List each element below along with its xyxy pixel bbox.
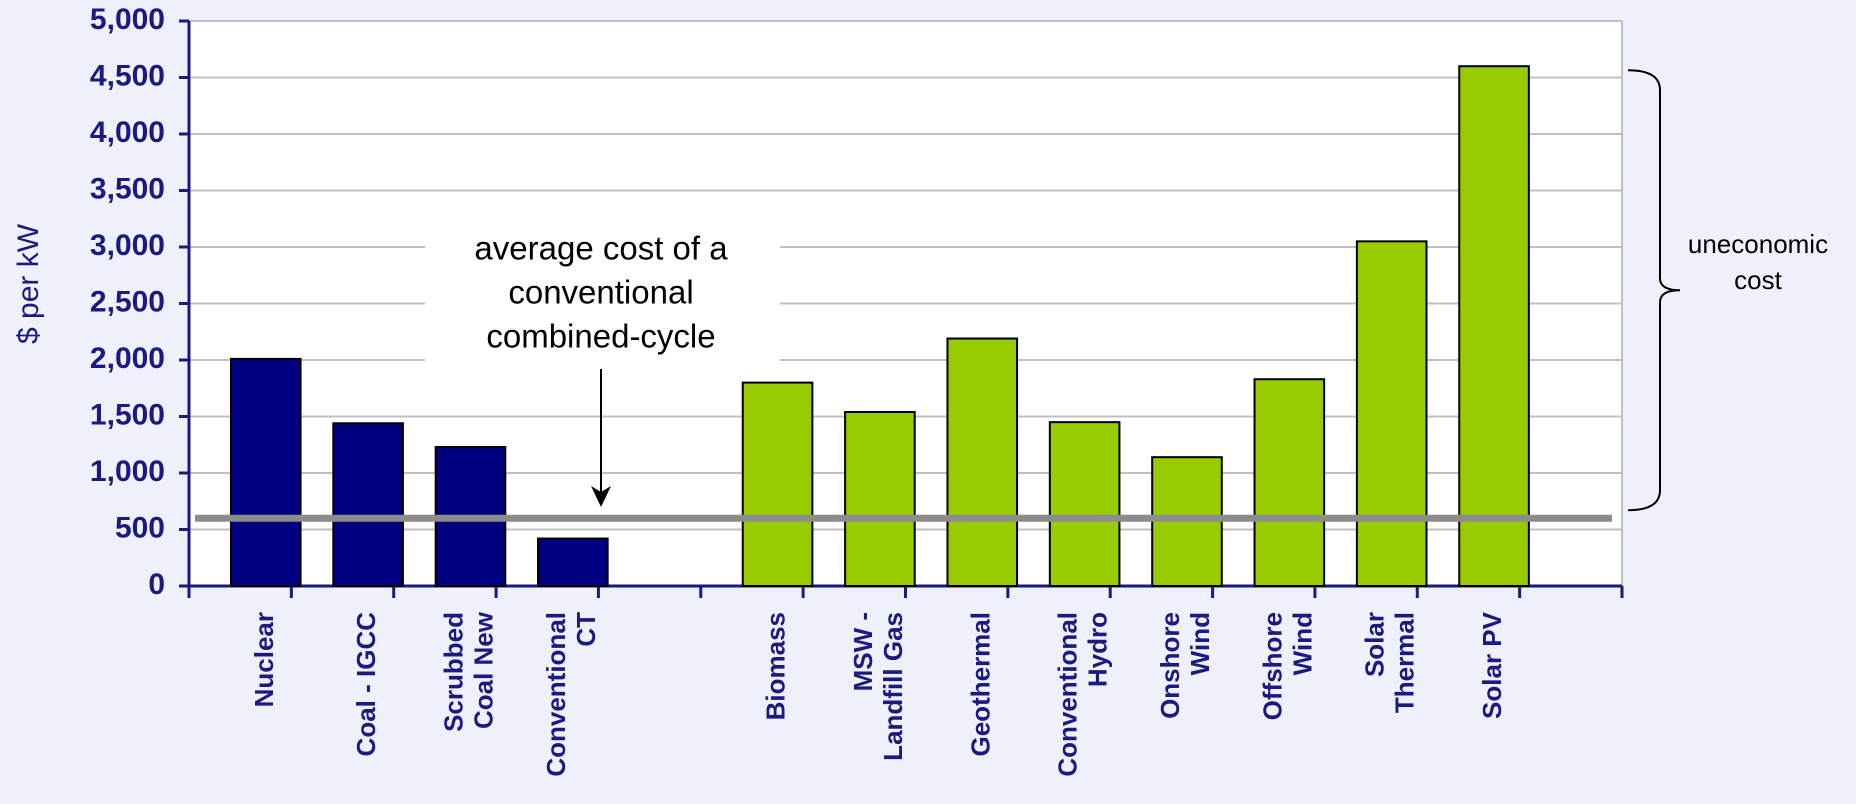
x-tick-label: Biomass: [760, 612, 790, 720]
arrow-head: [591, 486, 611, 507]
bar: [332, 422, 404, 587]
bracket-label: uneconomic: [1688, 229, 1828, 259]
y-tick-label: 4,500: [90, 59, 165, 92]
y-tick-label: 4,000: [90, 116, 165, 149]
annotation: average cost of a: [474, 230, 728, 267]
x-tick-label: Geothermal: [965, 612, 995, 757]
annotation: combined-cycle: [486, 318, 715, 355]
x-tick-label: OnshoreWind: [1155, 612, 1215, 719]
y-tick-label: 3,000: [90, 229, 165, 262]
x-tick-label: ConventionalCT: [541, 612, 601, 777]
y-tick-label: 2,500: [90, 285, 165, 318]
annotation: conventional: [508, 274, 693, 311]
x-tick-label: Coal - IGCC: [351, 612, 381, 757]
x-tick-label: OffshoreWind: [1257, 612, 1317, 720]
bracket: [1627, 69, 1681, 512]
bar: [741, 381, 814, 587]
x-tick-label: Nuclear: [249, 612, 279, 707]
bar: [1355, 240, 1428, 587]
y-axis-label: $ per kW: [12, 223, 45, 344]
x-tick-label: SolarThermal: [1360, 612, 1420, 713]
x-tick-label: ConventionalHydro: [1053, 612, 1113, 777]
y-tick-label: 0: [148, 568, 165, 601]
bar: [1458, 65, 1530, 587]
y-tick-label: 2,000: [90, 342, 165, 375]
y-tick-label: 5,000: [90, 3, 165, 36]
x-tick-label: Solar PV: [1477, 611, 1507, 719]
bar: [1253, 378, 1326, 587]
y-tick-label: 500: [115, 511, 165, 544]
bar: [844, 410, 916, 588]
x-tick-label: ScrubbedCoal New: [438, 611, 498, 732]
y-tick-label: 1,500: [90, 398, 165, 431]
bracket-label: cost: [1734, 265, 1782, 295]
bar: [537, 537, 609, 587]
bar: [946, 337, 1019, 587]
annotation-bg: [425, 225, 780, 365]
bar: [229, 357, 302, 587]
x-tick-label: MSW -Landfill Gas: [848, 612, 908, 761]
bar: [1048, 421, 1121, 587]
y-tick-label: 3,500: [90, 172, 165, 205]
y-tick-label: 1,000: [90, 455, 165, 488]
